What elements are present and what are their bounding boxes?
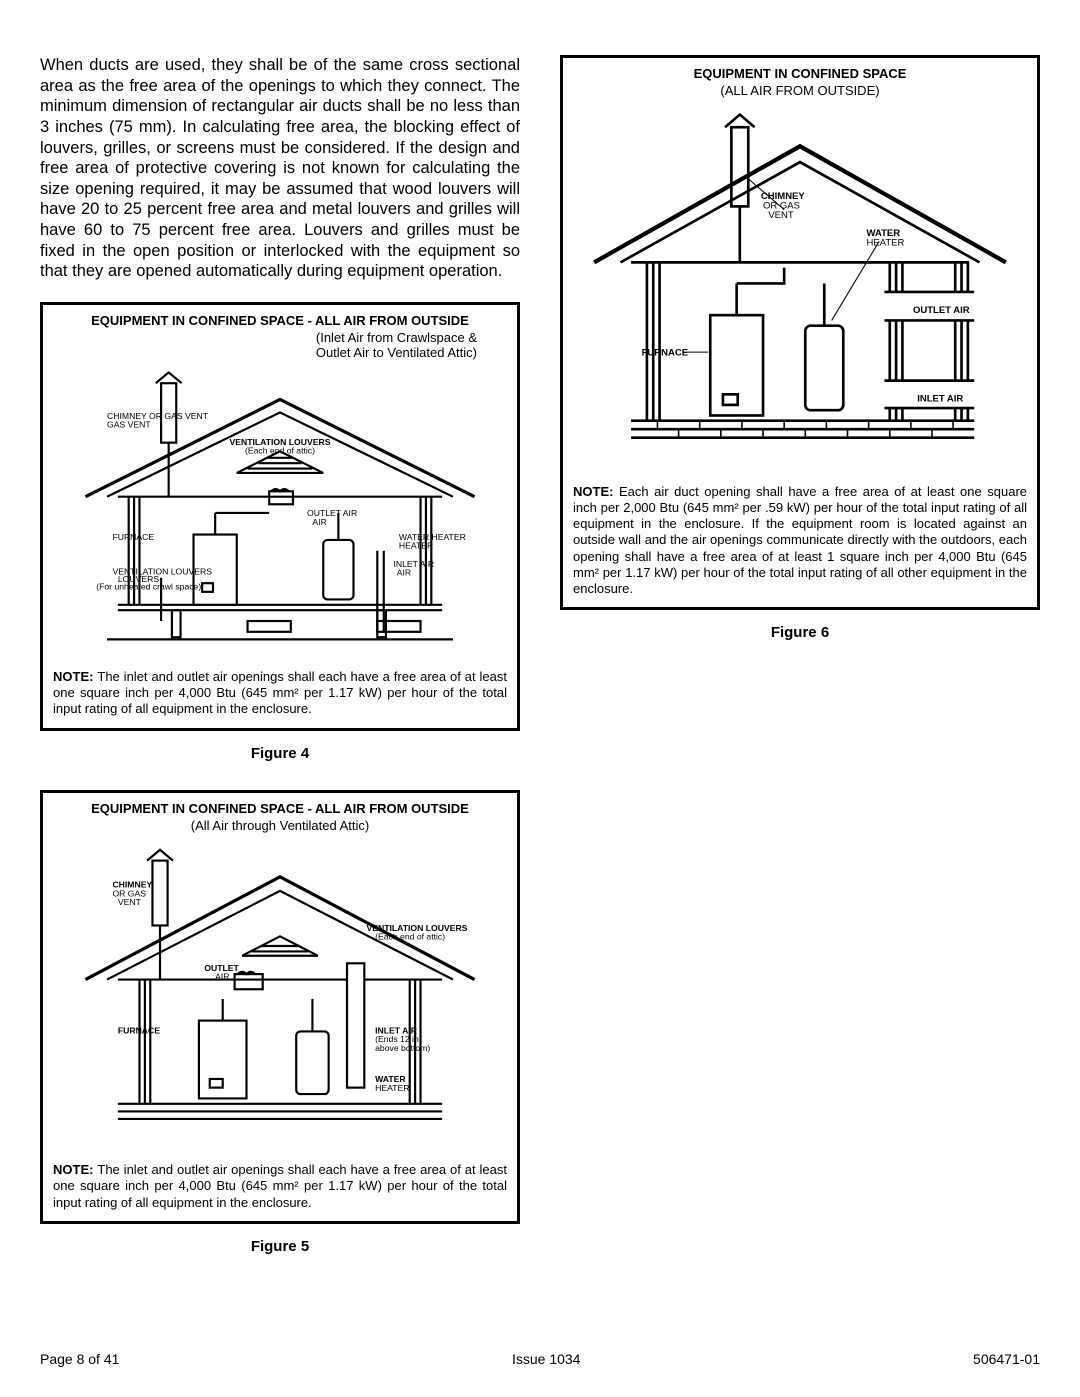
svg-text:AIR: AIR [397, 568, 411, 578]
svg-text:INLET AIR: INLET AIR [917, 394, 963, 405]
page-footer: Page 8 of 41 Issue 1034 506471-01 [40, 1351, 1040, 1367]
svg-text:AIR: AIR [312, 517, 326, 527]
figure-5-diagram: CHIMNEY OR GAS VENT VENTILATION LOUVERS … [53, 839, 507, 1152]
svg-text:FURNACE: FURNACE [118, 1025, 160, 1035]
figure-6-subtitle: (ALL AIR FROM OUTSIDE) [573, 83, 1027, 98]
figure-4-title: EQUIPMENT IN CONFINED SPACE - ALL AIR FR… [53, 313, 507, 328]
figure-6-title: EQUIPMENT IN CONFINED SPACE [573, 66, 1027, 81]
svg-text:VENT: VENT [118, 897, 142, 907]
footer-issue: Issue 1034 [512, 1351, 581, 1367]
svg-text:HEATER: HEATER [375, 1083, 409, 1093]
figure-6-caption: Figure 6 [560, 624, 1040, 641]
figure-4-note: NOTE: The inlet and outlet air openings … [53, 669, 507, 718]
figure-5-subtitle: (All Air through Ventilated Attic) [53, 818, 507, 833]
svg-text:(Each end of attic): (Each end of attic) [375, 931, 445, 941]
svg-text:HEATER: HEATER [867, 237, 905, 248]
intro-paragraph: When ducts are used, they shall be of th… [40, 55, 520, 282]
figure-4-diagram: CHIMNEY OR GAS VENT GAS VENT VENTILATION… [53, 367, 507, 659]
figure-6-note: NOTE: Each air duct opening shall have a… [573, 484, 1027, 598]
figure-5-title: EQUIPMENT IN CONFINED SPACE - ALL AIR FR… [53, 801, 507, 816]
svg-text:AIR: AIR [215, 971, 229, 981]
footer-page: Page 8 of 41 [40, 1351, 119, 1367]
svg-text:OUTLET AIR: OUTLET AIR [913, 305, 970, 316]
figure-4-caption: Figure 4 [40, 745, 520, 762]
figure-4-subtitle: (Inlet Air from Crawlspace & Outlet Air … [53, 330, 507, 361]
svg-text:VENT: VENT [768, 210, 794, 221]
figure-5-caption: Figure 5 [40, 1238, 520, 1255]
figure-5-note: NOTE: The inlet and outlet air openings … [53, 1162, 507, 1211]
figure-4-box: EQUIPMENT IN CONFINED SPACE - ALL AIR FR… [40, 302, 520, 731]
svg-text:FURNACE: FURNACE [642, 347, 688, 358]
svg-text:(For unheated crawl space): (For unheated crawl space) [96, 582, 201, 592]
figure-6-box: EQUIPMENT IN CONFINED SPACE (ALL AIR FRO… [560, 55, 1040, 610]
svg-text:above bottom): above bottom) [375, 1043, 430, 1053]
svg-text:FURNACE: FURNACE [112, 532, 154, 542]
footer-docnum: 506471-01 [973, 1351, 1040, 1367]
figure-5-box: EQUIPMENT IN CONFINED SPACE - ALL AIR FR… [40, 790, 520, 1224]
figure-6-diagram: CHIMNEY OR GAS VENT WATER HEATER OUTLET … [573, 104, 1027, 474]
svg-text:(Each end of attic): (Each end of attic) [245, 446, 315, 456]
svg-text:HEATER: HEATER [399, 541, 433, 551]
svg-text:GAS VENT: GAS VENT [107, 420, 151, 430]
